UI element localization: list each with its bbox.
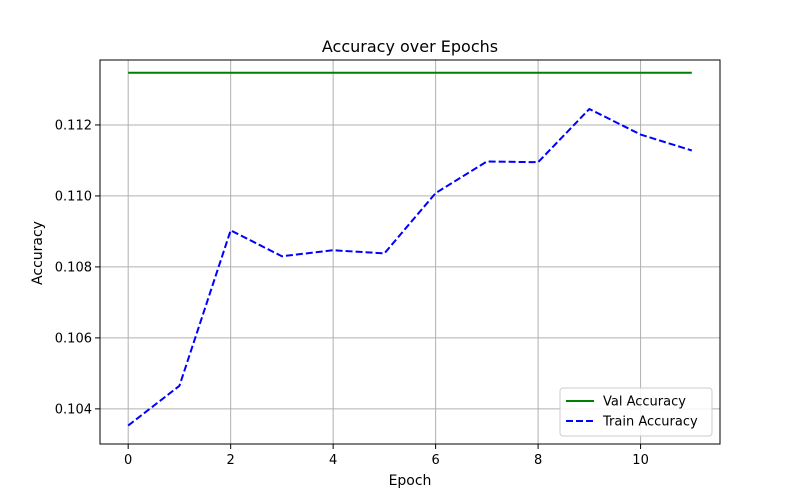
x-tick-label: 6	[431, 453, 439, 468]
x-tick-label: 2	[227, 453, 235, 468]
legend-box	[559, 387, 713, 437]
y-tick-label: 0.108	[55, 260, 92, 275]
y-axis-label: Accuracy	[30, 221, 46, 285]
plot-frame	[99, 59, 721, 445]
x-tick-label: 0	[124, 453, 132, 468]
legend-label: Train Accuracy	[602, 415, 698, 430]
legend-label: Val Accuracy	[603, 395, 686, 410]
legend: Val Accuracy Train Accuracy	[559, 387, 713, 437]
y-tick-label: 0.110	[55, 189, 92, 204]
y-tick-label: 0.106	[55, 331, 92, 346]
x-axis-label: Epoch	[389, 473, 432, 489]
y-tick-label: 0.112	[55, 118, 92, 133]
chart-title: Accuracy over Epochs	[322, 37, 498, 56]
train-accuracy-line	[127, 107, 693, 427]
x-tick-label: 10	[632, 453, 649, 468]
y-tick-label: 0.104	[55, 402, 92, 417]
series-lines	[127, 71, 693, 427]
y-axis: 0.104 0.106 0.108 0.110 0.112	[55, 118, 100, 417]
x-axis: 0 2 4 6 8 10	[124, 444, 649, 468]
x-tick-label: 4	[329, 453, 337, 468]
x-tick-label: 8	[534, 453, 542, 468]
